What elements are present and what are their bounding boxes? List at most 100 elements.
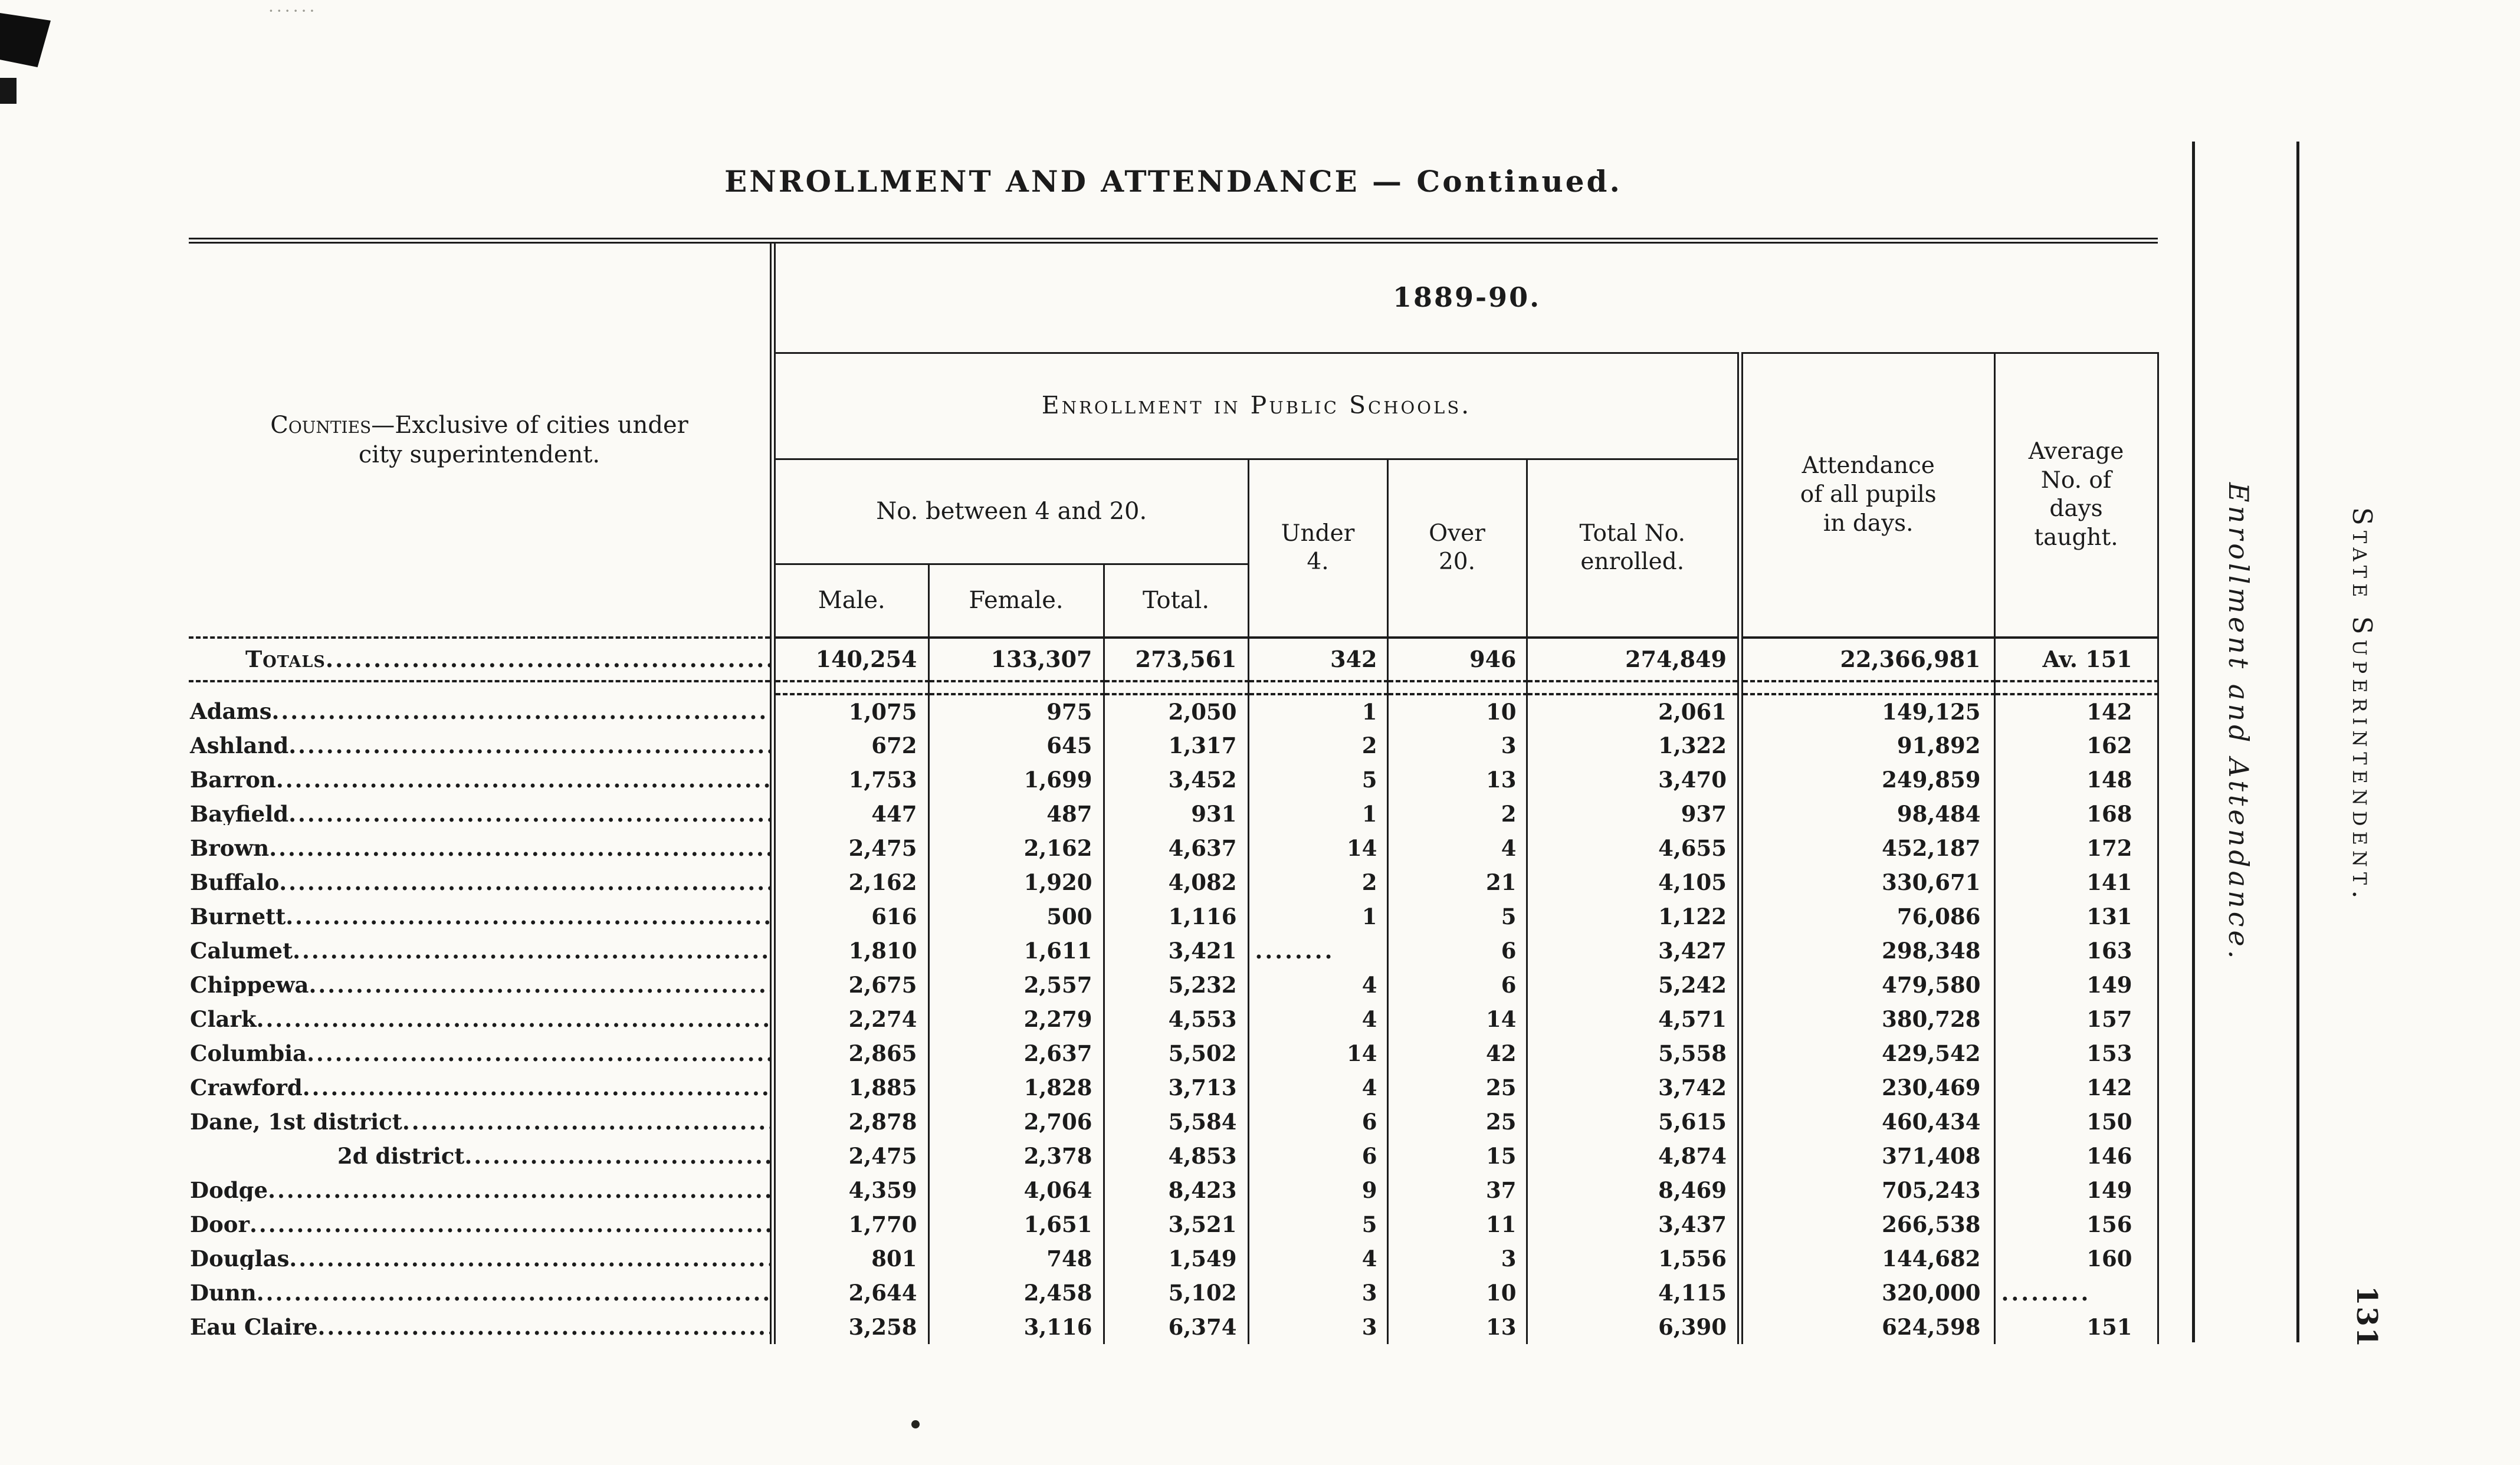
county-name: Columbia — [190, 1042, 307, 1065]
cell-female: 2,557 — [927, 968, 1104, 1002]
cell-over20: 15 — [1386, 1139, 1527, 1173]
running-head-italic: Enrollment and Attendance. — [2223, 482, 2255, 963]
cell-avg_days: 162 — [1993, 728, 2159, 763]
cell-total: 1,317 — [1102, 728, 1248, 763]
cell-attendance: 298,348 — [1737, 934, 1994, 968]
cell-avg_days: 142 — [1993, 694, 2159, 728]
cell-over20: 10 — [1386, 1276, 1527, 1310]
header-row-year: Counties—Exclusive of cities under city … — [189, 238, 2158, 639]
cell-total: 273,561 — [1102, 638, 1248, 681]
county-cell: Barron — [189, 763, 773, 797]
cell-attendance: 230,469 — [1737, 1070, 1994, 1105]
divider-cell — [1993, 680, 2159, 695]
cell-over20: 13 — [1386, 1310, 1527, 1344]
cell-over20: 3 — [1386, 1241, 1527, 1276]
running-head-caps: State Superintendent. — [2347, 507, 2378, 904]
divider-cell — [1247, 680, 1387, 695]
cell-over20: 946 — [1386, 638, 1527, 681]
cell-avg_days: 131 — [1993, 899, 2159, 934]
cell-female: 133,307 — [927, 638, 1104, 681]
cell-male: 2,274 — [770, 1002, 928, 1036]
totals-divider-row — [189, 680, 2159, 695]
cell-attendance: 320,000 — [1737, 1276, 1994, 1310]
cell-male: 1,753 — [770, 763, 928, 797]
county-name: Ashland — [190, 734, 289, 757]
table-row: Crawford 1,8851,8283,7134253,742230,46914… — [189, 1070, 2159, 1105]
cell-enrolled: 5,242 — [1525, 968, 1740, 1002]
cell-attendance: 330,671 — [1737, 865, 1994, 899]
cell-male: 2,162 — [770, 865, 928, 899]
attendance-header: Attendance of all pupils in days. — [1737, 353, 1994, 639]
scan-noise-dots — [268, 1, 317, 21]
cell-female: 1,699 — [927, 763, 1104, 797]
leader-dots — [279, 872, 770, 894]
cell-male: 801 — [770, 1241, 928, 1276]
cell-enrolled: 3,470 — [1525, 763, 1740, 797]
cell-avg_days: 141 — [1993, 865, 2159, 899]
cell-enrolled: 5,558 — [1525, 1036, 1740, 1070]
divider-cell — [770, 680, 928, 695]
cell-attendance: 479,580 — [1737, 968, 1994, 1002]
cell-over20: 13 — [1386, 763, 1527, 797]
cell-over20: 14 — [1386, 1002, 1527, 1036]
cell-avg_days: 146 — [1993, 1139, 2159, 1173]
county-cell: Eau Claire — [189, 1310, 773, 1344]
county-name: Totals — [245, 648, 326, 671]
cell-total: 1,549 — [1102, 1241, 1248, 1276]
cell-female: 2,706 — [927, 1105, 1104, 1139]
average-days-header: Average No. of days taught. — [1993, 353, 2159, 639]
county-cell: Adams — [189, 694, 773, 728]
cell-enrolled: 4,105 — [1525, 865, 1740, 899]
cell-avg_days: Av. 151 — [1993, 638, 2159, 681]
cell-enrolled: 274,849 — [1525, 638, 1740, 681]
cell-male: 4,359 — [770, 1173, 928, 1207]
cell-female: 975 — [927, 694, 1104, 728]
county-name: Dodge — [190, 1179, 268, 1201]
leader-dots — [326, 648, 770, 671]
header-row-subgroups: No. between 4 and 20. Under 4. Over 20. … — [189, 459, 2158, 639]
divider-cell — [1102, 680, 1248, 695]
cell-over20: 4 — [1386, 831, 1527, 865]
divider-cell — [927, 680, 1104, 695]
cell-male: 1,770 — [770, 1207, 928, 1241]
year-header: 1889-90. — [769, 238, 2158, 354]
scan-ink-mark — [0, 78, 17, 104]
county-name: Crawford — [190, 1076, 303, 1099]
county-cell: Crawford — [189, 1070, 773, 1105]
leader-dots — [402, 1111, 770, 1133]
county-name: Barron — [190, 768, 276, 791]
cell-under4: 4 — [1247, 1241, 1387, 1276]
cell-over20: 11 — [1386, 1207, 1527, 1241]
cell-female: 1,651 — [927, 1207, 1104, 1241]
table-row: Eau Claire 3,2583,1166,3743136,390624,598… — [189, 1310, 2159, 1344]
cell-attendance: 429,542 — [1737, 1036, 1994, 1070]
between-4-and-20-header: No. between 4 and 20. — [770, 459, 1248, 565]
cell-male: 1,810 — [770, 934, 928, 968]
scan-ink-mark — [0, 13, 51, 67]
leader-dots — [269, 837, 770, 859]
county-name: Burnett — [190, 905, 286, 928]
county-cell: Burnett — [189, 899, 773, 934]
divider-cell — [1525, 680, 1740, 695]
cell-over20: 6 — [1386, 968, 1527, 1002]
cell-total: 3,452 — [1102, 763, 1248, 797]
county-cell: Door — [189, 1207, 773, 1241]
cell-under4: 342 — [1247, 638, 1387, 681]
cell-total: 5,102 — [1102, 1276, 1248, 1310]
county-cell: Brown — [189, 831, 773, 865]
cell-avg_days: 149 — [1993, 1173, 2159, 1207]
cell-enrolled: 4,655 — [1525, 831, 1740, 865]
cell-enrolled: 1,556 — [1525, 1241, 1740, 1276]
cell-male: 1,885 — [770, 1070, 928, 1105]
cell-enrolled: 3,742 — [1525, 1070, 1740, 1105]
cell-attendance: 249,859 — [1737, 763, 1994, 797]
counties-header-rest: —Exclusive of cities under city superint… — [358, 412, 688, 468]
cell-attendance: 460,434 — [1737, 1105, 1994, 1139]
cell-male: 3,258 — [770, 1310, 928, 1344]
